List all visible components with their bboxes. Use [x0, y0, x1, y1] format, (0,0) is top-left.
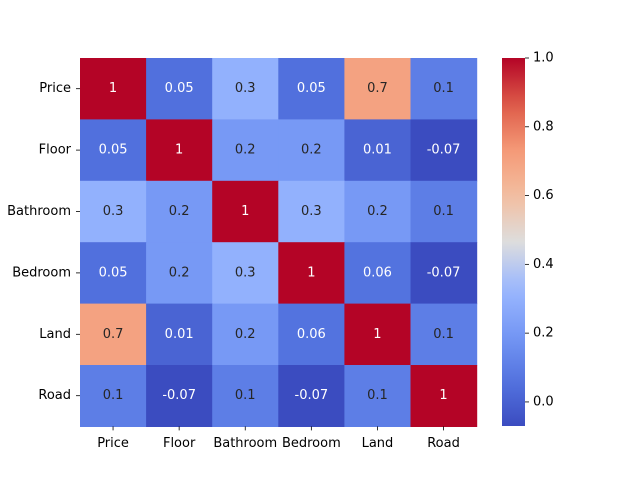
x-tick-label-floor: Floor [163, 436, 196, 451]
heatmap-cell-land-floor [146, 303, 213, 366]
heatmap-cell-value: 0.06 [297, 327, 326, 342]
colorbar: 0.0 0.2 0.4 0.6 0.8 1.0 [502, 51, 554, 426]
colorbar-tick-label: 0.6 [533, 188, 554, 203]
heatmap-cell-value: 0.7 [367, 81, 388, 96]
y-tick-label-land: Land [39, 327, 71, 342]
heatmap-cell-bathroom-road [410, 180, 478, 243]
heatmap-cells [80, 58, 478, 427]
colorbar-tick-label: 0.8 [533, 119, 554, 134]
y-tick-label-price: Price [39, 81, 71, 96]
heatmap-cell-value: 0.2 [301, 143, 322, 158]
heatmap-cell-land-bedroom [278, 303, 345, 366]
heatmap-cell-bedroom-price [80, 242, 147, 305]
heatmap-cell-value: 0.2 [169, 265, 190, 280]
heatmap-cell-value: 0.3 [235, 81, 256, 96]
heatmap-cell-floor-bedroom [278, 119, 345, 182]
heatmap-cell-value: 1 [175, 143, 183, 158]
heatmap-cell-bathroom-land [344, 180, 412, 243]
heatmap-cell-value: 1 [109, 81, 117, 96]
heatmap-cell-bathroom-price [80, 180, 147, 243]
heatmap-cell-bedroom-land [344, 242, 412, 305]
heatmap-cell-value: 0.1 [433, 327, 454, 342]
heatmap-cell-bathroom-bedroom [278, 180, 345, 243]
heatmap-cell-value: -0.07 [427, 265, 461, 280]
heatmap-cell-floor-land [344, 119, 412, 182]
heatmap-cell-bedroom-floor [146, 242, 213, 305]
heatmap-cell-value: -0.07 [162, 388, 196, 403]
heatmap-cell-value: 1 [439, 388, 447, 403]
heatmap-cell-floor-bathroom [212, 119, 279, 182]
colorbar-tick-label: 0.2 [533, 326, 554, 341]
heatmap-cell-value: 0.05 [99, 265, 128, 280]
heatmap-cell-bedroom-road [410, 242, 478, 305]
heatmap-cell-value: 0.01 [165, 327, 194, 342]
heatmap-cell-floor-price [80, 119, 147, 182]
heatmap-cell-price-road [410, 58, 478, 120]
heatmap-cell-road-floor [146, 365, 213, 427]
x-tick-label-road: Road [427, 436, 460, 451]
heatmap-cell-value: 0.3 [235, 265, 256, 280]
heatmap-cell-value: 1 [307, 265, 315, 280]
heatmap-cell-price-bathroom [212, 58, 279, 120]
heatmap-cell-land-bathroom [212, 303, 279, 366]
heatmap-cell-value: 0.06 [363, 265, 392, 280]
x-tick-label-bathroom: Bathroom [213, 436, 277, 451]
heatmap-cell-value: 1 [241, 204, 249, 219]
heatmap-cell-price-land [344, 58, 412, 120]
heatmap-cell-price-bedroom [278, 58, 345, 120]
heatmap-cell-value: 0.05 [297, 81, 326, 96]
heatmap-cell-bedroom-bedroom [278, 242, 345, 305]
heatmap-cell-value: 0.1 [235, 388, 256, 403]
y-tick-label-road: Road [38, 388, 71, 403]
heatmap-cell-value: -0.07 [295, 388, 329, 403]
heatmap-cell-labels: 1 0.05 0.3 0.05 0.7 0.1 0.05 1 0.2 0.2 0.01 -0.07 0.… [99, 81, 461, 403]
heatmap-cell-value: 0.2 [235, 327, 256, 342]
heatmap-cell-land-road [410, 303, 478, 366]
heatmap-cell-road-bathroom [212, 365, 279, 427]
heatmap-cell-value: 0.1 [367, 388, 388, 403]
y-tick-label-bathroom: Bathroom [7, 204, 71, 219]
heatmap-cell-value: 0.3 [103, 204, 124, 219]
heatmap-cell-value: 0.1 [433, 204, 454, 219]
heatmap-cell-value: -0.07 [427, 143, 461, 158]
heatmap-cell-value: 0.3 [301, 204, 322, 219]
heatmap-cell-price-price [80, 58, 147, 120]
colorbar-gradient [502, 58, 525, 426]
heatmap-cell-value: 0.01 [363, 143, 392, 158]
heatmap-cell-value: 1 [373, 327, 381, 342]
heatmap-cell-value: 0.1 [103, 388, 124, 403]
heatmap-cell-road-land [344, 365, 412, 427]
colorbar-tick-label: 0.4 [533, 257, 554, 272]
heatmap-cell-value: 0.2 [235, 143, 256, 158]
heatmap-cell-bathroom-floor [146, 180, 213, 243]
x-axis: Price Floor Bathroom Bedroom Land Road [97, 426, 460, 451]
heatmap-cell-bathroom-bathroom [212, 180, 279, 243]
x-tick-label-price: Price [97, 436, 129, 451]
heatmap-cell-value: 0.1 [433, 81, 454, 96]
y-tick-label-bedroom: Bedroom [12, 265, 71, 280]
heatmap-cell-value: 0.05 [99, 143, 128, 158]
heatmap-cell-value: 0.2 [367, 204, 388, 219]
heatmap-cell-bedroom-bathroom [212, 242, 279, 305]
heatmap-cell-road-price [80, 365, 147, 427]
heatmap-cell-road-road [410, 365, 478, 427]
heatmap-cell-land-price [80, 303, 147, 366]
y-axis: Price Floor Bathroom Bedroom Land Road [7, 81, 80, 403]
colorbar-tick-label: 1.0 [533, 51, 554, 66]
heatmap-cell-floor-floor [146, 119, 213, 182]
x-tick-label-land: Land [362, 436, 394, 451]
y-tick-label-floor: Floor [39, 143, 72, 158]
heatmap-cell-value: 0.05 [165, 81, 194, 96]
heatmap-cell-price-floor [146, 58, 213, 120]
heatmap-cell-road-bedroom [278, 365, 345, 427]
heatmap-cell-land-land [344, 303, 412, 366]
heatmap-cell-value: 0.2 [169, 204, 190, 219]
colorbar-tick-label: 0.0 [533, 394, 554, 409]
heatmap-cell-value: 0.7 [103, 327, 124, 342]
x-tick-label-bedroom: Bedroom [282, 436, 341, 451]
heatmap-cell-floor-road [410, 119, 478, 182]
